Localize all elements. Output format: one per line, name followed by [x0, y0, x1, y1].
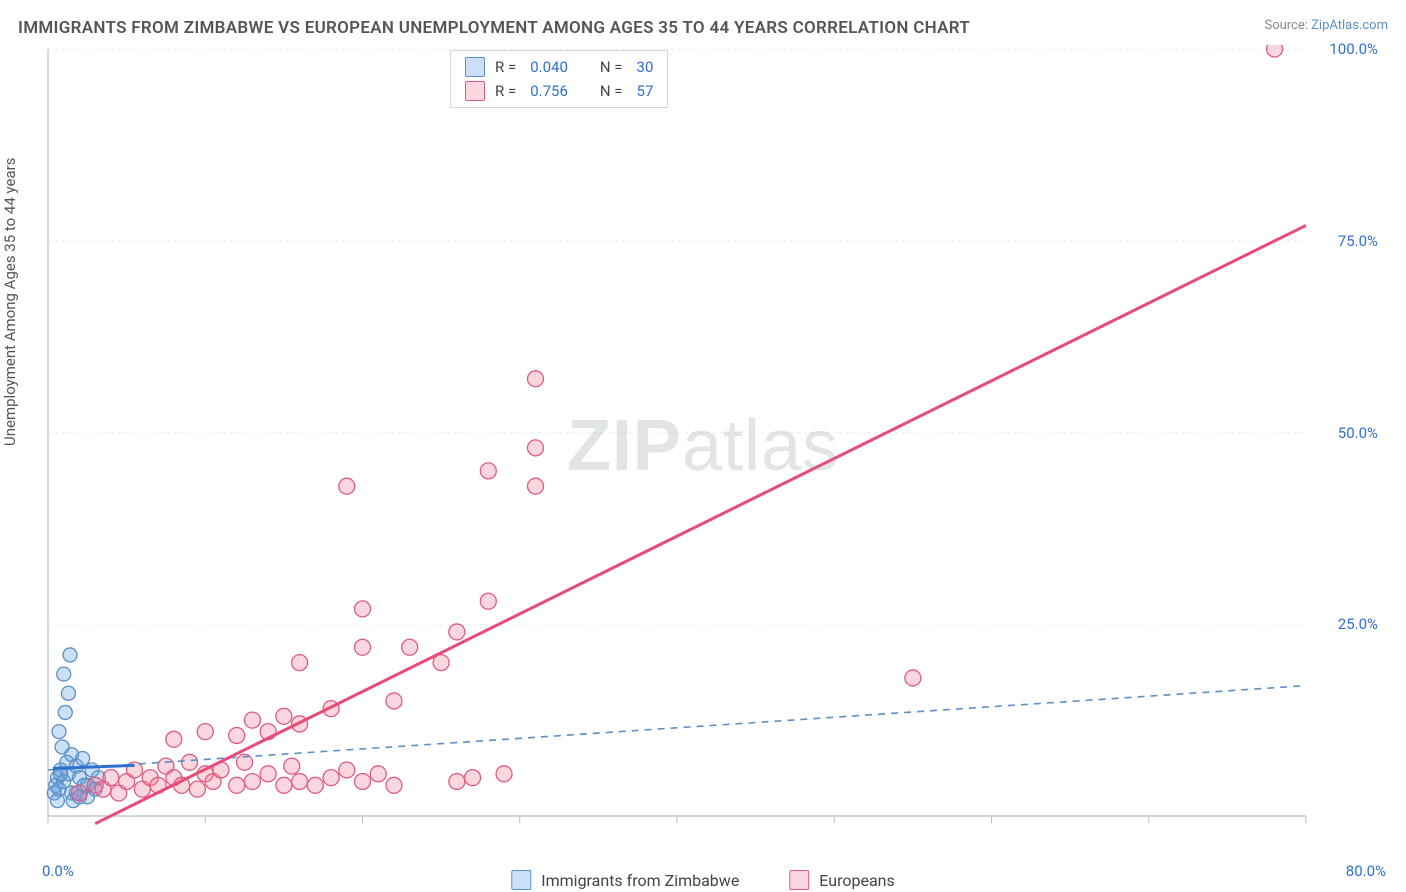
swatch-europeans: [465, 81, 485, 101]
r-value-europeans: 0.756: [530, 82, 568, 100]
source-attribution: Source: ZipAtlas.com: [1264, 18, 1388, 33]
n-value-zimbabwe: 30: [637, 58, 654, 76]
legend-item-europeans: Europeans: [789, 870, 894, 890]
chart-canvas: [42, 45, 1382, 852]
y-tick-label: 25.0%: [1338, 615, 1378, 633]
series-legend: Immigrants from Zimbabwe Europeans: [511, 870, 894, 890]
y-tick-label: 50.0%: [1338, 424, 1378, 442]
legend-label-zimbabwe: Immigrants from Zimbabwe: [541, 871, 739, 890]
chart-title: IMMIGRANTS FROM ZIMBABWE VS EUROPEAN UNE…: [18, 18, 970, 38]
swatch-europeans-bot: [789, 870, 809, 890]
legend-label-europeans: Europeans: [819, 871, 894, 890]
correlation-legend: R = 0.040 N = 30 R = 0.756 N = 57: [450, 50, 668, 108]
swatch-zimbabwe-bot: [511, 870, 531, 890]
legend-row-europeans: R = 0.756 N = 57: [465, 81, 653, 101]
n-value-europeans: 57: [637, 82, 654, 100]
x-tick-min: 0.0%: [42, 862, 74, 880]
legend-row-zimbabwe: R = 0.040 N = 30: [465, 57, 653, 77]
legend-item-zimbabwe: Immigrants from Zimbabwe: [511, 870, 739, 890]
y-tick-label: 75.0%: [1338, 232, 1378, 250]
n-prefix: N =: [600, 82, 623, 100]
source-label: Source:: [1264, 18, 1311, 33]
y-axis-label: Unemployment Among Ages 35 to 44 years: [1, 158, 19, 446]
y-tick-label: 100.0%: [1329, 40, 1378, 58]
source-link[interactable]: ZipAtlas.com: [1311, 18, 1388, 33]
r-prefix: R =: [495, 82, 516, 100]
r-value-zimbabwe: 0.040: [530, 58, 568, 76]
x-tick-max: 80.0%: [1346, 862, 1386, 880]
scatter-plot: [42, 45, 1382, 852]
n-prefix: N =: [600, 58, 623, 76]
r-prefix: R =: [495, 58, 516, 76]
swatch-zimbabwe: [465, 57, 485, 77]
